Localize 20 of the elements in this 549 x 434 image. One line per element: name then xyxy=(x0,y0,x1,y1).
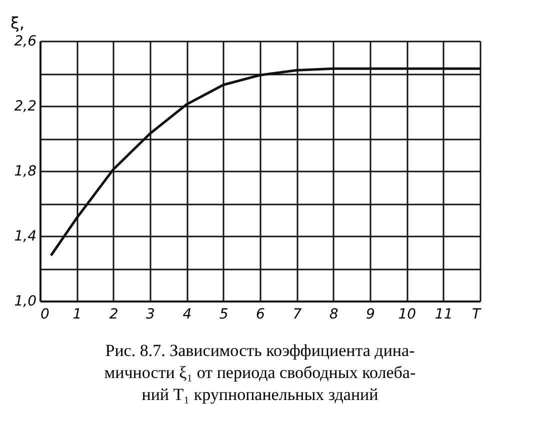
x-tick-label: 4 xyxy=(182,306,192,322)
x-tick-label: 8 xyxy=(329,306,338,322)
y-tick-label: 2,6 xyxy=(14,34,37,50)
x-tick-label: 2 xyxy=(109,306,118,322)
x-tick-label: 0 xyxy=(40,306,50,322)
x-tick-label: 10 xyxy=(398,306,416,322)
x-tick-label: 11 xyxy=(434,306,453,322)
text: Рис. 8.7. Зависимость коэффициента дина- мичности ξ₁ от периода свободных колеба- ний T₁ крупнопанельных зданий xyxy=(104,341,416,404)
text: 1,0 xyxy=(14,294,36,310)
x-tick-label: T xyxy=(472,306,482,322)
x-tick-label: 6 xyxy=(256,306,266,322)
x-tick-label: 7 xyxy=(292,306,302,322)
y-tick-label: 2,2 xyxy=(14,98,37,114)
y-axis-title: ξ, xyxy=(10,14,25,32)
x-tick-label: 5 xyxy=(219,306,228,322)
y-tick-label: 1,4 xyxy=(14,228,36,244)
x-tick-label: 1 xyxy=(72,306,82,322)
x-tick-label: 3 xyxy=(146,306,155,322)
x-tick-label: 9 xyxy=(366,306,376,322)
y-tick-label: 1,8 xyxy=(14,164,37,180)
